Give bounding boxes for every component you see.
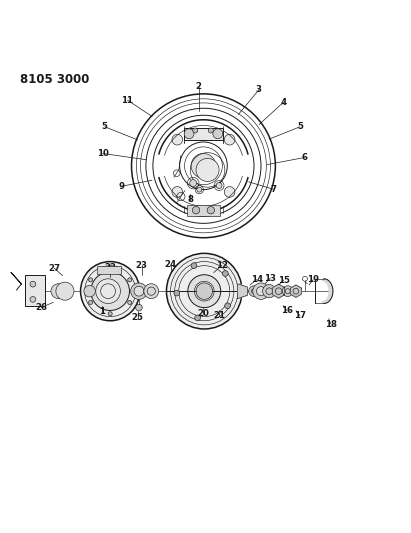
Circle shape <box>128 278 132 282</box>
Text: 10: 10 <box>97 149 109 158</box>
Circle shape <box>256 287 266 296</box>
Circle shape <box>144 284 159 298</box>
Text: 18: 18 <box>325 320 337 328</box>
Circle shape <box>172 187 182 197</box>
Circle shape <box>30 281 36 287</box>
FancyBboxPatch shape <box>187 205 220 215</box>
Circle shape <box>128 301 132 304</box>
Circle shape <box>91 272 129 311</box>
Circle shape <box>108 312 112 316</box>
Circle shape <box>131 283 147 300</box>
Text: 7: 7 <box>270 185 276 193</box>
Text: 3: 3 <box>256 85 262 94</box>
Circle shape <box>193 128 198 133</box>
Text: 8: 8 <box>187 196 193 205</box>
Text: 26: 26 <box>35 303 47 312</box>
Circle shape <box>222 271 228 276</box>
Text: 23: 23 <box>136 261 148 270</box>
Circle shape <box>88 278 92 282</box>
Circle shape <box>96 279 120 303</box>
Circle shape <box>194 281 214 301</box>
Text: 13: 13 <box>264 273 277 282</box>
Text: 20: 20 <box>198 309 209 318</box>
Circle shape <box>263 285 276 298</box>
Text: 5: 5 <box>102 122 108 131</box>
Polygon shape <box>291 285 301 297</box>
Circle shape <box>192 206 200 214</box>
Circle shape <box>184 129 194 139</box>
Polygon shape <box>272 284 285 298</box>
Text: 14: 14 <box>251 275 263 284</box>
FancyBboxPatch shape <box>97 266 121 274</box>
Text: 5: 5 <box>297 122 303 131</box>
Circle shape <box>197 187 202 192</box>
Circle shape <box>216 183 222 189</box>
Circle shape <box>172 134 182 145</box>
Polygon shape <box>238 284 247 298</box>
Circle shape <box>224 187 235 197</box>
Circle shape <box>224 134 235 145</box>
Circle shape <box>108 266 112 271</box>
Text: 24: 24 <box>164 260 177 269</box>
Circle shape <box>195 315 201 321</box>
Text: 19: 19 <box>307 275 319 284</box>
Circle shape <box>190 180 196 187</box>
Circle shape <box>196 158 219 181</box>
Circle shape <box>196 283 212 300</box>
Text: 16: 16 <box>281 306 293 315</box>
Circle shape <box>249 286 259 296</box>
Circle shape <box>81 262 140 321</box>
Circle shape <box>56 282 74 300</box>
Text: 27: 27 <box>48 264 60 273</box>
Text: 21: 21 <box>213 311 225 320</box>
Circle shape <box>225 303 231 309</box>
Text: 17: 17 <box>294 311 306 320</box>
Circle shape <box>188 274 221 308</box>
Circle shape <box>30 296 36 302</box>
Circle shape <box>166 253 242 329</box>
Circle shape <box>282 286 293 296</box>
FancyBboxPatch shape <box>184 128 223 140</box>
Circle shape <box>134 286 144 296</box>
Circle shape <box>174 290 180 296</box>
Polygon shape <box>322 279 333 303</box>
Circle shape <box>213 129 223 139</box>
Text: 9: 9 <box>118 182 124 191</box>
Circle shape <box>84 285 95 297</box>
Circle shape <box>136 304 142 311</box>
Text: 8105 3000: 8105 3000 <box>20 74 89 86</box>
Text: 22: 22 <box>104 263 116 272</box>
Text: 11: 11 <box>121 95 134 104</box>
FancyBboxPatch shape <box>25 274 45 305</box>
Circle shape <box>191 263 197 269</box>
Circle shape <box>88 301 92 304</box>
Text: 2: 2 <box>196 83 201 91</box>
Text: 4: 4 <box>281 98 286 107</box>
Text: 12: 12 <box>216 261 228 270</box>
Circle shape <box>51 284 66 298</box>
Text: 25: 25 <box>132 313 143 322</box>
Circle shape <box>253 283 269 300</box>
Circle shape <box>207 206 215 214</box>
Circle shape <box>208 128 213 133</box>
Text: 6: 6 <box>301 153 307 162</box>
Text: 15: 15 <box>278 276 289 285</box>
Text: 1: 1 <box>99 307 105 316</box>
Circle shape <box>191 154 216 178</box>
